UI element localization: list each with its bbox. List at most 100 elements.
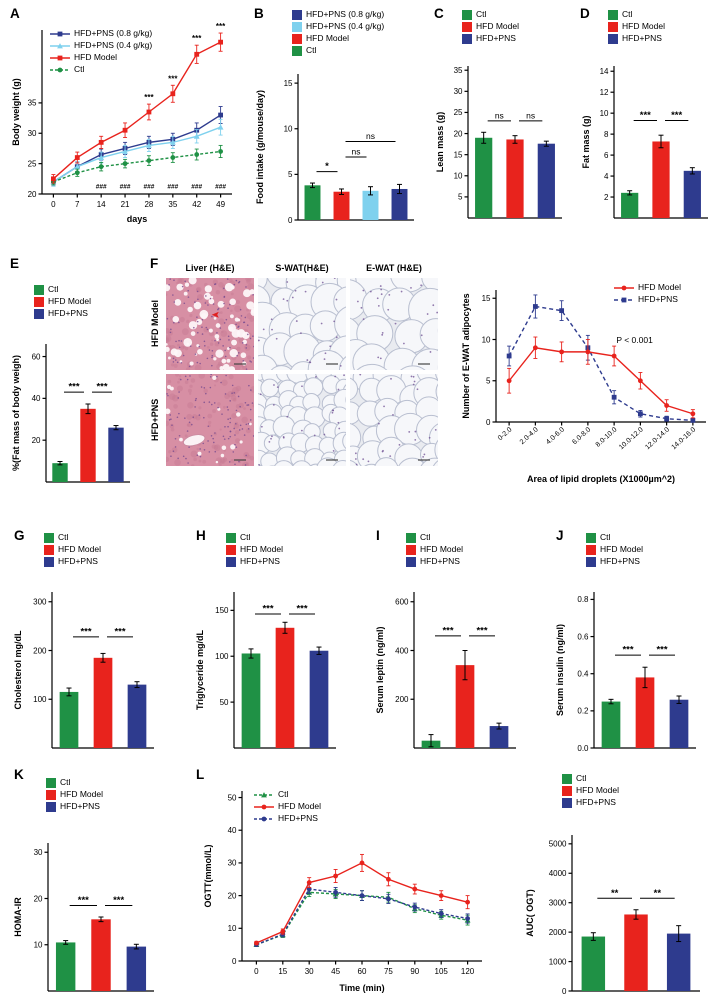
- legend-key: [462, 21, 472, 32]
- svg-text:15: 15: [482, 294, 491, 303]
- svg-text:100: 100: [33, 695, 47, 704]
- svg-text:28: 28: [144, 200, 153, 209]
- legend-key: [44, 532, 54, 543]
- legend-key: [562, 797, 572, 808]
- ewat-hfd-histology-image: [350, 278, 438, 370]
- legend-item: Ctl: [44, 532, 101, 543]
- svg-text:P < 0.001: P < 0.001: [616, 335, 653, 345]
- homa-ir-chart: 10 20 30 HOMA-IR *** ***: [13, 843, 154, 992]
- legend-item: HFD Model: [586, 544, 643, 555]
- legend-label: Ctl: [476, 9, 487, 19]
- legend-item: HFD Model: [254, 801, 321, 812]
- svg-text:60: 60: [358, 967, 367, 976]
- legend-label: Ctl: [306, 45, 317, 55]
- legend-item: Ctl: [46, 777, 103, 788]
- svg-text:ns: ns: [495, 110, 504, 120]
- legend-item: Ctl: [34, 284, 91, 295]
- legend-item: HFD+PNS: [44, 556, 101, 567]
- panel-g: G Ctl HFD Model HFD+PNS 100 200 300 Cholester…: [8, 528, 183, 764]
- legend-item: Ctl: [254, 789, 321, 800]
- legend-key: [226, 544, 236, 555]
- legend-item: Ctl: [586, 532, 643, 543]
- legend-key: [614, 297, 634, 302]
- legend-label: HFD+PNS: [600, 556, 640, 566]
- svg-text:###: ###: [120, 184, 131, 191]
- legend-key: [562, 785, 572, 796]
- legend-label: HFD+PNS: [58, 556, 98, 566]
- svg-text:20: 20: [32, 436, 41, 445]
- lean-mass-legend: Ctl HFD Model HFD+PNS: [462, 9, 519, 44]
- adipocyte-chart-legend: HFD Model HFD+PNS: [614, 282, 681, 305]
- legend-key: [34, 308, 44, 319]
- legend-label: HFD+PNS: [48, 308, 88, 318]
- panel-l-auc: Ctl HFD Model HFD+PNS 0 1000 2000 3000 4000 500…: [516, 765, 718, 1006]
- svg-text:***: ***: [80, 626, 91, 637]
- svg-text:***: ***: [78, 895, 89, 906]
- column-header-liver: Liver (H&E): [185, 263, 235, 273]
- svg-text:14: 14: [97, 200, 106, 209]
- legend-label: HFD+PNS (0.4 g/kg): [306, 21, 385, 31]
- svg-text:600: 600: [395, 598, 409, 607]
- legend-item: HFD Model: [44, 544, 101, 555]
- legend-item: HFD Model: [46, 789, 103, 800]
- svg-text:50: 50: [228, 793, 237, 802]
- legend-item: Ctl: [292, 45, 384, 56]
- legend-label: HFD Model: [476, 21, 519, 31]
- panel-label-d: D: [580, 6, 590, 21]
- svg-text:20: 20: [228, 891, 237, 900]
- legend-item: HFD Model: [462, 21, 519, 32]
- legend-key: [406, 556, 416, 567]
- svg-text:40: 40: [32, 394, 41, 403]
- svg-text:40: 40: [228, 826, 237, 835]
- svg-text:0.8: 0.8: [577, 595, 589, 604]
- svg-text:***: ***: [68, 382, 79, 393]
- lean-mass-chart: 5 10 15 20 25 30 35 Lean mass (g) ns ns: [435, 66, 562, 219]
- swat-hfd-histology-image: [258, 278, 346, 370]
- svg-text:###: ###: [215, 184, 226, 191]
- svg-text:Body weight (g): Body weight (g): [11, 78, 21, 146]
- legend-item: HFD+PNS (0.8 g/kg): [292, 9, 384, 20]
- svg-text:300: 300: [33, 598, 47, 607]
- row-label-hfd-pns: HFD+PNS: [150, 398, 160, 442]
- column-header-ewat: E-WAT (H&E): [366, 263, 422, 273]
- svg-text:***: ***: [476, 625, 487, 636]
- legend-item: HFD+PNS (0.4 g/kg): [292, 21, 384, 32]
- svg-text:0: 0: [562, 987, 567, 996]
- legend-label: HFD Model: [622, 21, 665, 31]
- svg-text:400: 400: [395, 646, 409, 655]
- panel-d: D Ctl HFD Model HFD+PNS 2 4 6 8 10 12 14 Fat mass…: [578, 6, 718, 238]
- legend-key: [292, 21, 302, 32]
- svg-text:10: 10: [454, 172, 463, 181]
- svg-text:***: ***: [114, 626, 125, 637]
- legend-key: [462, 9, 472, 20]
- legend-key: [226, 532, 236, 543]
- svg-text:14: 14: [600, 67, 609, 76]
- legend-key: [44, 556, 54, 567]
- svg-text:30: 30: [228, 859, 237, 868]
- row-label-hfd-model: HFD Model: [150, 300, 160, 348]
- legend-label: HFD+PNS (0.8 g/kg): [306, 9, 385, 19]
- svg-text:%(Fat mass of body weigh): %(Fat mass of body weigh): [11, 355, 21, 471]
- legend-item: HFD Model: [562, 785, 619, 796]
- legend-item: HFD+PNS: [46, 801, 103, 812]
- legend-key: [608, 21, 618, 32]
- svg-text:20: 20: [28, 190, 37, 199]
- panel-f: F Liver (H&E) S-WAT(H&E) E-WAT (H&E) HFD…: [142, 250, 718, 496]
- legend-label: HFD Model: [420, 544, 463, 554]
- legend-key: [254, 804, 274, 809]
- legend-item: HFD Model: [50, 52, 152, 63]
- legend-label: Ctl: [58, 532, 69, 542]
- svg-text:35: 35: [28, 99, 37, 108]
- svg-text:Fat mass (g): Fat mass (g): [581, 115, 591, 168]
- legend-label: HFD Model: [240, 544, 283, 554]
- svg-text:200: 200: [33, 646, 47, 655]
- svg-text:***: ***: [640, 110, 651, 121]
- svg-text:1000: 1000: [549, 957, 567, 966]
- svg-text:8: 8: [604, 130, 609, 139]
- legend-label: HFD Model: [576, 785, 619, 795]
- svg-text:0: 0: [232, 957, 237, 966]
- panel-c: C Ctl HFD Model HFD+PNS 5 10 15 20 25 30 35 Lean …: [432, 6, 574, 238]
- fat-mass-chart: 2 4 6 8 10 12 14 Fat mass (g) *** ***: [581, 66, 708, 219]
- legend-label: HFD Model: [278, 801, 321, 811]
- legend-label: Ctl: [60, 777, 71, 787]
